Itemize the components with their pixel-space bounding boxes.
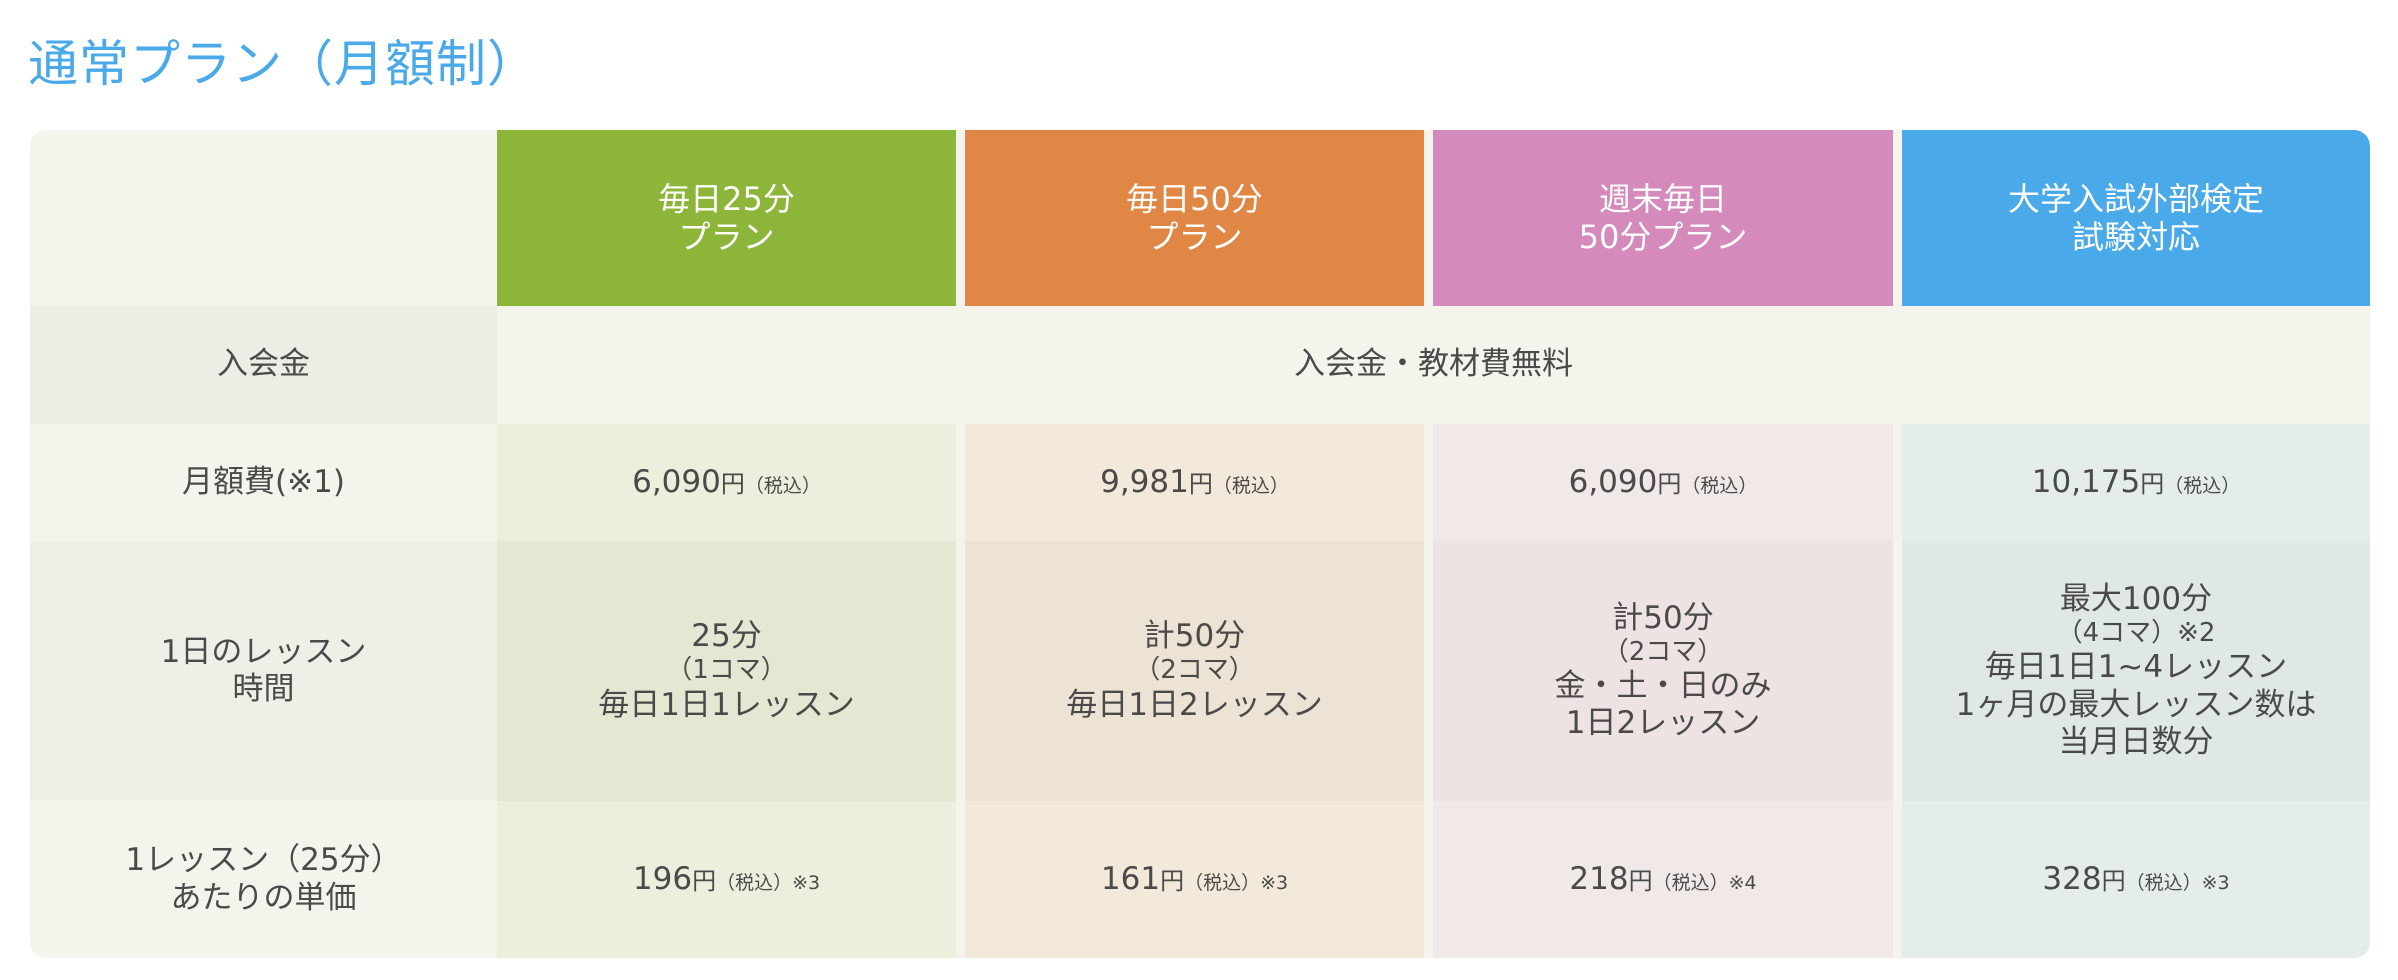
currency: 円 [2140,469,2165,498]
currency: 円 [1160,866,1185,895]
tax-note: （税込） [2164,474,2241,497]
tax-note: （税込） [1184,871,1261,894]
lesson-line: 1ヶ月の最大レッスン数は [1955,686,2317,723]
lesson-line: 当月日数分 [2058,723,2214,760]
lesson-line: 25分 [691,618,762,655]
lesson-line: 金・土・日のみ [1554,668,1772,704]
lesson-line: 毎日1日1~4レッスン [1984,649,2288,686]
footnote-mark: ※3 [2201,871,2230,894]
plan-header-exam: 大学入試外部検定 試験対応 [1902,130,2370,306]
lesson-line: 毎日1日2レッスン [1066,686,1323,723]
footnote-mark: ※3 [792,871,821,894]
price-value: 6,090 [632,463,721,500]
tax-note: （税込） [1212,474,1289,497]
monthly-price-daily-50: 9,981円（税込） [965,424,1424,541]
lesson-line: 1日2レッスン [1565,705,1761,742]
plan-name-line: 毎日50分 [1126,179,1263,218]
lesson-line: 計50分 [1612,599,1714,636]
enrollment-value: 入会金・教材費無料 [1294,346,1573,383]
tax-note: （税込） [716,871,793,894]
unit-price-daily-50: 161円（税込）※3 [965,801,1424,958]
unit-price-exam: 328円（税込）※3 [1902,801,2370,958]
currency: 円 [1628,866,1653,895]
row-label-line: 時間 [232,671,295,707]
plan-header-daily-50: 毎日50分 プラン [965,130,1424,306]
unit-price-weekend-50: 218円（税込）※4 [1433,801,1893,958]
price-value: 196 [632,860,693,897]
lesson-time-daily-50: 計50分 （2コマ） 毎日1日2レッスン [965,541,1424,801]
plan-name-line: 50分プラン [1578,218,1748,256]
row-label-unit-price: 1レッスン（25分） あたりの単価 [30,801,497,958]
footnote-mark: ※3 [1260,871,1289,894]
lesson-time-exam: 最大100分 （4コマ）※2 毎日1日1~4レッスン 1ヶ月の最大レッスン数は 当月日数… [1902,541,2370,801]
plan-name-line: 大学入試外部検定 [2007,179,2264,218]
lesson-line: （2コマ） [1602,636,1724,667]
row-label-lesson-time: 1日のレッスン 時間 [30,541,497,801]
lesson-time-weekend-50: 計50分 （2コマ） 金・土・日のみ 1日2レッスン [1433,541,1893,801]
plan-header-weekend-50: 週末毎日 50分プラン [1433,130,1893,306]
lesson-line: 計50分 [1143,618,1246,655]
lesson-line: 最大100分 [2059,581,2213,618]
row-label-line: あたりの単価 [170,879,357,916]
footnote-mark: ※4 [1728,871,1757,894]
lesson-line: （1コマ） [666,655,787,686]
price-value: 161 [1100,860,1161,897]
monthly-price-exam: 10,175円（税込） [1902,424,2370,541]
price-value: 328 [2042,860,2102,897]
tax-note: （税込） [2125,871,2202,894]
row-label-line: 1レッスン（25分） [125,842,402,879]
row-label-line: 1日のレッスン [160,633,367,670]
plan-name-line: 試験対応 [2071,218,2200,256]
pricing-table: 入会金 月額費(※1) 1日のレッスン 時間 1レッスン（25分） あたりの単価… [30,130,2370,958]
corner-cell [30,130,497,306]
price-value: 9,981 [1100,463,1189,500]
plan-name-line: プラン [1146,218,1243,256]
currency: 円 [720,469,745,498]
lesson-line: （4コマ）※2 [2056,618,2216,649]
tax-note: （税込） [1681,474,1758,497]
currency: 円 [1188,469,1213,498]
row-label-monthly: 月額費(※1) [182,463,345,500]
currency: 円 [1657,469,1682,498]
currency: 円 [2101,866,2126,895]
currency: 円 [692,866,717,895]
page-title: 通常プラン（月額制） [28,35,538,93]
tax-note: （税込） [1652,871,1729,894]
plan-name-line: プラン [678,218,775,256]
monthly-price-weekend-50: 6,090円（税込） [1433,424,1893,541]
price-value: 10,175 [2031,463,2141,500]
row-label-enrollment: 入会金 [30,306,497,424]
plan-name-line: 毎日25分 [658,179,795,218]
plan-name-line: 週末毎日 [1598,179,1727,218]
price-value: 218 [1569,860,1629,897]
lesson-line: 毎日1日1レッスン [598,686,855,723]
lesson-line: （2コマ） [1134,655,1255,686]
lesson-time-daily-25: 25分 （1コマ） 毎日1日1レッスン [497,541,956,801]
monthly-price-daily-25: 6,090円（税込） [497,424,956,541]
price-value: 6,090 [1568,463,1658,500]
unit-price-daily-25: 196円（税込）※3 [497,801,956,958]
plan-header-daily-25: 毎日25分 プラン [497,130,956,306]
tax-note: （税込） [744,474,821,497]
